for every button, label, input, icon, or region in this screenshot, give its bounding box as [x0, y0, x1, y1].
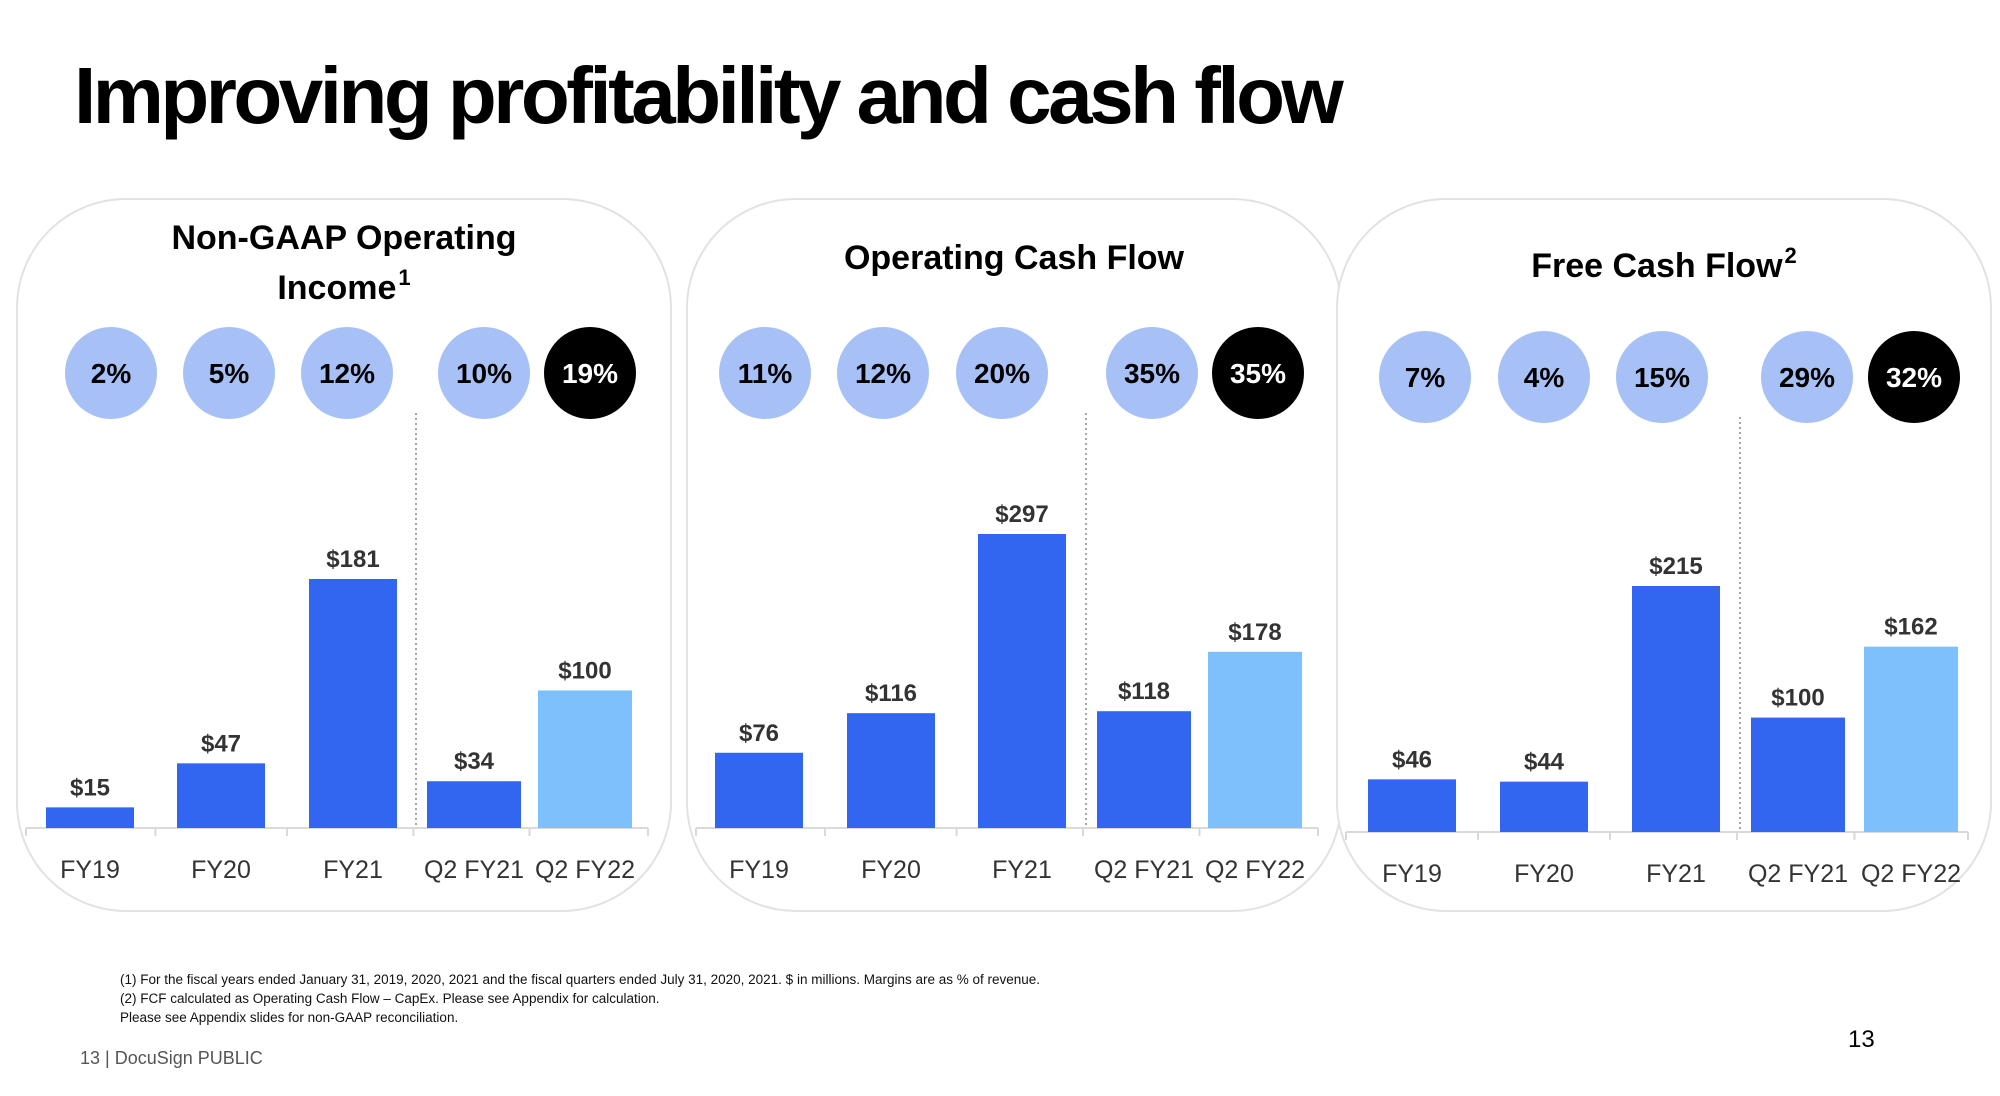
margin-bubble: [719, 327, 811, 419]
x-tick-label: FY21: [323, 856, 383, 884]
bar-fy19: [46, 807, 134, 828]
x-tick-label: Q2 FY21: [424, 856, 524, 884]
bar-value-label: $15: [70, 774, 110, 801]
footnotes: (1) For the fiscal years ended January 3…: [120, 970, 1040, 1027]
margin-label: 20%: [974, 358, 1030, 389]
x-tick-label: FY20: [191, 856, 251, 884]
chart-svg: $76 FY19 11% $116 FY20 12% $297 FY21 20% $118 Q2 F…: [695, 327, 1319, 884]
margin-label: 12%: [319, 358, 375, 389]
x-tick-label: Q2 FY22: [1861, 860, 1961, 888]
margin-label: 15%: [1634, 362, 1690, 393]
bar-q2-fy21: [1751, 717, 1845, 832]
bar-value-label: $34: [454, 748, 495, 775]
footnote-3: Please see Appendix slides for non-GAAP …: [120, 1010, 459, 1025]
margin-bubble: [183, 327, 275, 419]
margin-bubble: [837, 327, 929, 419]
bar-value-label: $297: [995, 501, 1048, 528]
x-tick-label: Q2 FY21: [1094, 856, 1194, 884]
bar-fy20: [1500, 781, 1588, 832]
x-tick-label: FY21: [1646, 860, 1706, 888]
x-tick-label: Q2 FY22: [535, 856, 635, 884]
chart-title-line-1: Non-GAAP Operating: [171, 219, 517, 257]
margin-bubble: [1616, 331, 1708, 423]
bar-value-label: $181: [326, 546, 379, 573]
margin-label: 19%: [562, 358, 618, 389]
margin-label: 5%: [209, 358, 250, 389]
margin-label: 11%: [738, 358, 793, 389]
chart-svg: $46 FY19 7% $44 FY20 4% $215 FY21 15% $100 Q2 FY21…: [1345, 331, 1969, 888]
footer-label: 13 | DocuSign PUBLIC: [80, 1048, 263, 1068]
x-tick-label: FY19: [1382, 860, 1442, 888]
x-tick-label: FY19: [729, 856, 789, 884]
bar-value-label: $118: [1118, 678, 1170, 705]
bar-value-label: $100: [1771, 685, 1824, 712]
margin-bubble-latest: [1212, 327, 1304, 419]
margin-label: 2%: [91, 358, 132, 389]
bar-q2-fy22: [1208, 651, 1302, 828]
margin-label: 29%: [1779, 362, 1835, 393]
margin-bubble: [438, 327, 530, 419]
x-tick-label: FY20: [861, 856, 921, 884]
chart-title-line-1: Free Cash Flow: [1531, 247, 1783, 285]
bar-value-label: $116: [865, 680, 917, 707]
margin-bubble: [1106, 327, 1198, 419]
margin-bubble-latest: [544, 327, 636, 419]
margin-bubble: [65, 327, 157, 419]
bar-q2-fy21: [427, 781, 521, 828]
bar-fy19: [1368, 779, 1456, 832]
margin-bubble-latest: [1868, 331, 1960, 423]
chart-panel-operating-income: Non-GAAP Operating Income1 $15 FY19 2% $47 F…: [16, 198, 672, 912]
bar-value-label: $100: [558, 657, 611, 684]
page-number: 13: [1848, 1026, 1875, 1053]
bar-fy19: [715, 752, 803, 828]
margin-label: 7%: [1405, 362, 1446, 393]
x-tick-label: FY19: [60, 856, 120, 884]
chart-panel-free-cash-flow: Free Cash Flow2 $46 FY19 7% $44 FY20 4% $215 FY…: [1336, 198, 1992, 912]
bar-value-label: $178: [1228, 619, 1281, 646]
bar-value-label: $46: [1392, 746, 1432, 773]
x-tick-label: Q2 FY22: [1205, 856, 1305, 884]
margin-label: 35%: [1124, 358, 1180, 389]
bar-fy20: [177, 763, 265, 828]
chart-title-line-2: Income: [277, 269, 397, 307]
margin-bubble: [1498, 331, 1590, 423]
margin-label: 10%: [456, 358, 512, 389]
chart-title: Free Cash Flow2: [1338, 236, 1990, 286]
chart-panel-operating-cash-flow: Operating Cash Flow $76 FY19 11% $116 FY20 12…: [686, 198, 1342, 912]
margin-bubble: [301, 327, 393, 419]
chart-title-footnote: 2: [1784, 243, 1797, 268]
bar-value-label: $44: [1524, 749, 1565, 776]
margin-label: 35%: [1230, 358, 1286, 389]
chart-title: Non-GAAP Operating Income1: [18, 218, 670, 308]
x-tick-label: FY20: [1514, 860, 1574, 888]
bar-q2-fy21: [1097, 711, 1191, 828]
margin-label: 4%: [1524, 362, 1565, 393]
bar-value-label: $76: [739, 720, 779, 747]
chart-title: Operating Cash Flow: [688, 238, 1340, 278]
footnote-2: (2) FCF calculated as Operating Cash Flo…: [120, 991, 660, 1006]
bar-value-label: $47: [201, 730, 241, 757]
margin-bubble: [1379, 331, 1471, 423]
bar-value-label: $162: [1884, 614, 1937, 641]
footnote-1: (1) For the fiscal years ended January 3…: [120, 972, 1041, 987]
slide-title: Improving profitability and cash flow: [74, 51, 1344, 140]
bar-q2-fy22: [538, 690, 632, 828]
bar-value-label: $215: [1649, 553, 1702, 580]
chart-title-line-1: Operating Cash Flow: [843, 239, 1185, 277]
margin-bubble: [956, 327, 1048, 419]
margin-label: 32%: [1886, 362, 1942, 393]
chart-svg: $15 FY19 2% $47 FY20 5% $181 FY21 12% $34 Q2 FY21 1…: [25, 327, 649, 884]
bar-q2-fy22: [1864, 646, 1958, 832]
bar-fy21: [1632, 586, 1720, 832]
chart-title-footnote: 1: [398, 265, 411, 290]
x-tick-label: FY21: [992, 856, 1052, 884]
bar-fy21: [309, 579, 397, 828]
x-tick-label: Q2 FY21: [1748, 860, 1848, 888]
margin-bubble: [1761, 331, 1853, 423]
margin-label: 12%: [855, 358, 911, 389]
bar-fy21: [978, 534, 1066, 828]
bar-fy20: [847, 713, 935, 828]
